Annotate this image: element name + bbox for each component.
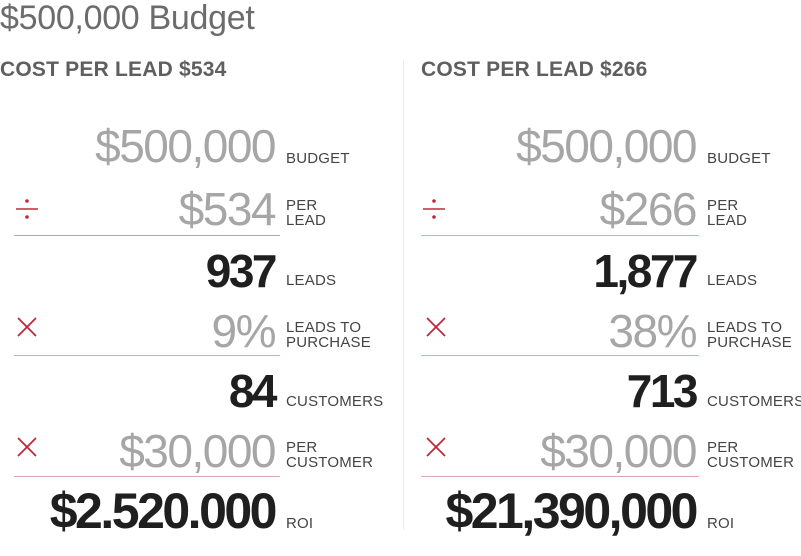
per-lead-label-line1: PER [286,197,318,214]
divide-icon [16,199,38,219]
budget-value: $500,000 [516,120,697,172]
per-customer-value: $30,000 [540,425,697,477]
leads-label: LEADS [707,272,758,289]
per-customer-label-line2: CUSTOMER [707,454,795,471]
customers-value: 713 [626,365,699,417]
per-lead-label-line2: LEAD [286,212,326,229]
rate-value: 38% [608,305,697,357]
divider-rule [14,355,280,356]
roi-value: $21,390,000 [445,483,698,539]
scenario-column-left: COST PER LEAD $534 $500,000 BUDGET $534 … [0,58,390,556]
rate-label-line1: LEADS TO [707,319,783,336]
multiply-icon [17,437,37,457]
divider-rule [421,235,699,236]
per-customer-label-line1: PER [286,439,318,456]
roi-value: $2.520.000 [49,483,278,539]
leads-label: LEADS [286,272,337,289]
divider-rule [14,476,280,477]
per-lead-value: $534 [178,183,277,235]
divider-rule [421,355,699,356]
column-heading: COST PER LEAD $534 [0,58,227,81]
per-lead-label-line1: PER [707,197,739,214]
roi-label: ROI [286,515,314,532]
customers-value: 84 [228,365,278,417]
per-lead-value: $266 [599,183,698,235]
per-lead-label: PER LEAD [707,198,747,228]
roi-label: ROI [707,515,735,532]
per-lead-label: PER LEAD [286,198,326,228]
per-customer-value: $30,000 [119,425,276,477]
page-title: $500,000 Budget [0,0,255,37]
rate-label-line2: PURCHASE [707,334,792,351]
divider-rule [14,235,280,236]
divider-rule [421,476,699,477]
per-lead-label-line2: LEAD [707,212,747,229]
budget-value: $500,000 [95,120,276,172]
rate-label-line2: PURCHASE [286,334,371,351]
rate-value: 9% [211,305,277,357]
per-customer-label: PER CUSTOMER [286,440,373,470]
per-customer-label-line2: CUSTOMER [286,454,374,471]
customers-label: CUSTOMERS [707,393,801,410]
divide-icon [423,199,445,219]
rate-label-line1: LEADS TO [286,319,362,336]
leads-value: 1,877 [593,245,698,297]
leads-value: 937 [205,245,278,297]
column-divider [403,60,404,530]
multiply-icon [426,317,446,337]
column-heading: COST PER LEAD $266 [421,58,648,81]
budget-label: BUDGET [286,150,350,167]
customers-label: CUSTOMERS [286,393,384,410]
multiply-icon [426,437,446,457]
budget-label: BUDGET [707,150,771,167]
rate-label: LEADS TO PURCHASE [707,320,792,350]
per-customer-label-line1: PER [707,439,739,456]
multiply-icon [17,317,37,337]
scenario-column-right: COST PER LEAD $266 $500,000 BUDGET $266 … [421,58,801,556]
rate-label: LEADS TO PURCHASE [286,320,371,350]
per-customer-label: PER CUSTOMER [707,440,794,470]
